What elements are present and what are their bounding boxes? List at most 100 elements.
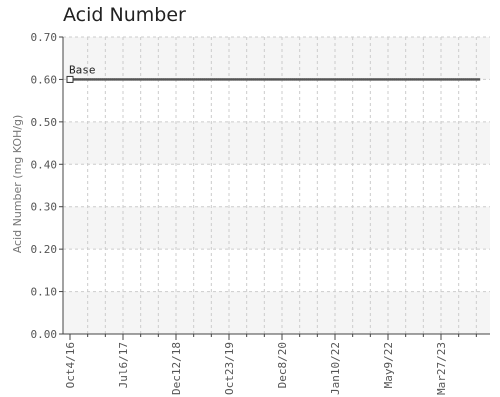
data-point — [449, 78, 452, 81]
data-point — [420, 78, 424, 81]
data-point — [112, 78, 116, 81]
data-point — [261, 78, 264, 81]
data-point — [159, 78, 162, 81]
data-point — [355, 78, 358, 81]
data-point — [469, 78, 473, 81]
data-point — [471, 78, 475, 81]
data-point — [357, 78, 360, 81]
data-point — [388, 78, 391, 81]
data-point — [77, 78, 81, 81]
data-point — [461, 78, 464, 81]
data-point — [286, 78, 289, 81]
data-point — [175, 78, 179, 81]
data-point — [310, 78, 313, 81]
data-point — [212, 78, 215, 81]
y-tick-labels: 0.00 0.10 0.20 0.30 0.40 0.50 0.60 0.70 — [31, 31, 58, 341]
data-point — [116, 78, 120, 81]
y-tick-label: 0.70 — [31, 31, 58, 44]
data-point — [237, 78, 240, 81]
data-point — [439, 78, 442, 81]
data-point — [279, 78, 283, 81]
data-point — [396, 78, 399, 81]
data-point — [334, 78, 338, 81]
data-point — [141, 78, 144, 81]
x-tick-label: Oct4/16 — [64, 342, 77, 388]
data-point — [267, 78, 271, 81]
series-base: Base — [66, 63, 481, 83]
data-point — [447, 78, 450, 81]
data-point — [359, 78, 362, 81]
data-point — [186, 78, 189, 81]
data-point — [147, 78, 150, 81]
data-point — [155, 78, 158, 81]
data-point — [290, 78, 293, 81]
data-point — [373, 78, 377, 81]
series-label: Base — [69, 63, 96, 76]
data-point — [398, 78, 401, 81]
data-point — [392, 78, 395, 81]
y-tick-label: 0.40 — [31, 158, 58, 171]
data-point — [114, 78, 118, 81]
data-point — [465, 78, 468, 81]
data-point — [161, 78, 164, 81]
data-point — [475, 78, 479, 81]
data-point — [339, 78, 342, 81]
data-point — [271, 78, 275, 81]
y-tick-label: 0.20 — [31, 243, 58, 256]
data-point — [73, 78, 77, 81]
data-point — [277, 78, 281, 81]
data-point — [171, 78, 175, 81]
data-point — [102, 78, 105, 81]
data-point — [206, 78, 209, 81]
data-point — [184, 78, 187, 81]
data-point — [326, 78, 330, 81]
data-point — [216, 78, 220, 81]
data-point — [232, 78, 236, 81]
data-point — [451, 78, 454, 81]
data-point — [337, 78, 340, 81]
data-point — [294, 78, 297, 81]
data-point — [255, 78, 258, 81]
data-point — [343, 78, 346, 81]
data-point — [408, 78, 411, 81]
data-point — [239, 78, 242, 81]
data-point — [249, 78, 252, 81]
data-point — [253, 78, 256, 81]
data-point — [192, 78, 195, 81]
data-point — [194, 78, 197, 81]
data-point — [110, 78, 113, 81]
data-point — [443, 78, 446, 81]
data-point — [371, 78, 375, 81]
data-point — [436, 78, 440, 81]
data-point — [165, 78, 169, 81]
data-point — [218, 78, 222, 81]
data-point — [477, 78, 481, 81]
data-point — [79, 78, 83, 81]
data-point — [457, 78, 460, 81]
data-point — [383, 78, 387, 81]
data-point — [92, 78, 95, 81]
data-point — [455, 78, 458, 81]
data-point — [151, 78, 154, 81]
data-point — [145, 78, 148, 81]
data-point — [283, 78, 287, 81]
data-point — [320, 78, 324, 81]
data-point — [157, 78, 160, 81]
data-point — [163, 78, 167, 81]
data-point — [418, 78, 422, 81]
data-point — [126, 78, 130, 81]
data-point — [453, 78, 456, 81]
data-point — [90, 78, 93, 81]
chart-title: Acid Number — [63, 4, 186, 26]
data-point — [122, 78, 126, 81]
data-point — [120, 78, 124, 81]
data-point — [124, 78, 128, 81]
data-point — [210, 78, 213, 81]
data-point — [200, 78, 203, 81]
data-point — [434, 78, 438, 81]
data-point — [404, 78, 407, 81]
data-point — [402, 78, 405, 81]
data-point — [347, 78, 350, 81]
data-point — [367, 78, 371, 81]
plot-band — [63, 206, 490, 250]
